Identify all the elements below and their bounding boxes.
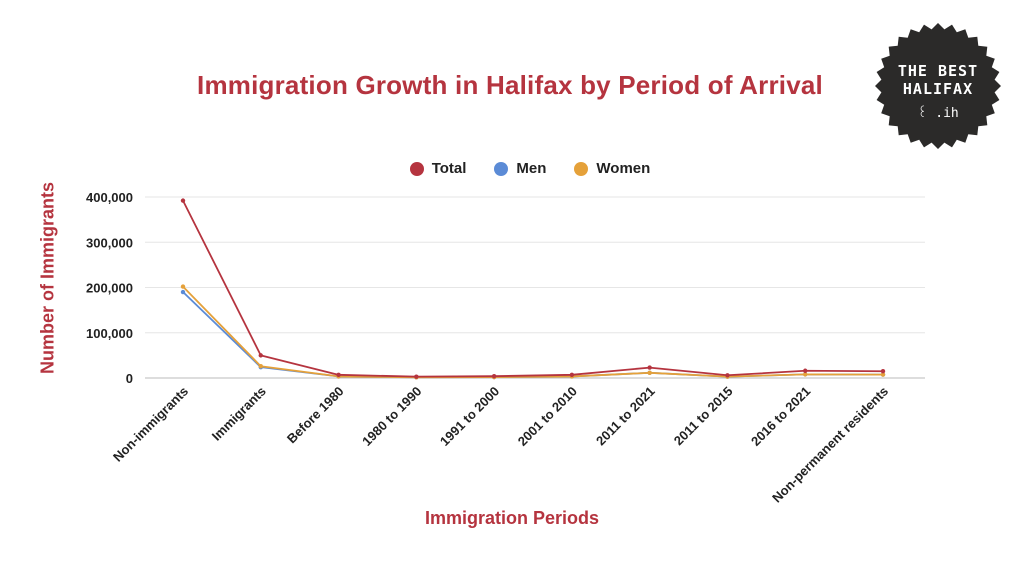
legend-item-men[interactable]: Men xyxy=(494,160,546,177)
legend-item-women[interactable]: Women xyxy=(574,160,650,177)
y-tick-label: 300,000 xyxy=(86,235,133,250)
legend-swatch-women xyxy=(574,161,589,176)
data-point-total xyxy=(414,374,419,379)
y-tick-label: 0 xyxy=(126,371,133,386)
y-tick-label: 200,000 xyxy=(86,281,133,296)
data-point-total xyxy=(336,372,341,378)
x-tick-label: 2016 to 2021 xyxy=(748,384,813,449)
data-point-total xyxy=(880,369,886,374)
legend-label-women: Women xyxy=(596,160,651,177)
x-tick-label: Immigrants xyxy=(209,384,269,444)
data-point-women xyxy=(258,364,263,369)
logo: THE BEST HALIFAX ꒰ .ih xyxy=(874,22,1002,150)
series-line-total xyxy=(182,200,884,378)
legend-swatch-total xyxy=(409,161,424,176)
data-point-total xyxy=(569,372,575,378)
x-tick-label: Before 1980 xyxy=(284,384,347,447)
data-point-total xyxy=(180,198,186,203)
data-point-women xyxy=(803,372,808,377)
x-tick-label: 2001 to 2010 xyxy=(515,384,580,449)
data-point-total xyxy=(803,368,808,373)
data-point-total xyxy=(725,373,730,378)
data-point-women xyxy=(180,284,186,289)
legend-item-total[interactable]: Total xyxy=(409,160,467,177)
legend-label-total: Total xyxy=(431,160,467,177)
x-tick-label: 1991 to 2000 xyxy=(437,384,502,449)
y-tick-label: 400,000 xyxy=(86,190,133,205)
legend-label-men: Men xyxy=(516,160,547,177)
x-axis-label: Immigration Periods xyxy=(424,508,600,528)
logo-text-line1: THE BEST xyxy=(897,62,979,80)
y-tick-label: 100,000 xyxy=(86,326,133,341)
legend-swatch-men xyxy=(494,161,509,176)
logo-mark: ꒰ .ih xyxy=(917,106,959,121)
legend: Total Men Women xyxy=(0,160,1024,177)
logo-badge-shape xyxy=(875,23,1001,149)
x-tick-label: Non-immigrants xyxy=(110,384,191,465)
series-line-women xyxy=(182,285,884,379)
data-point-total xyxy=(491,373,497,379)
x-tick-label: 1980 to 1990 xyxy=(359,384,424,449)
series-line-men xyxy=(182,291,884,379)
chart-title: Immigration Growth in Halifax by Period … xyxy=(197,70,823,100)
logo-text-line2: HALIFAX xyxy=(902,80,974,98)
x-tick-label: 2011 to 2021 xyxy=(593,384,658,449)
data-point-women xyxy=(880,372,886,377)
data-point-men xyxy=(180,289,186,295)
data-point-total xyxy=(258,353,263,358)
data-point-total xyxy=(647,365,652,370)
data-point-women xyxy=(647,370,652,375)
x-tick-label: 2011 to 2015 xyxy=(671,384,736,449)
